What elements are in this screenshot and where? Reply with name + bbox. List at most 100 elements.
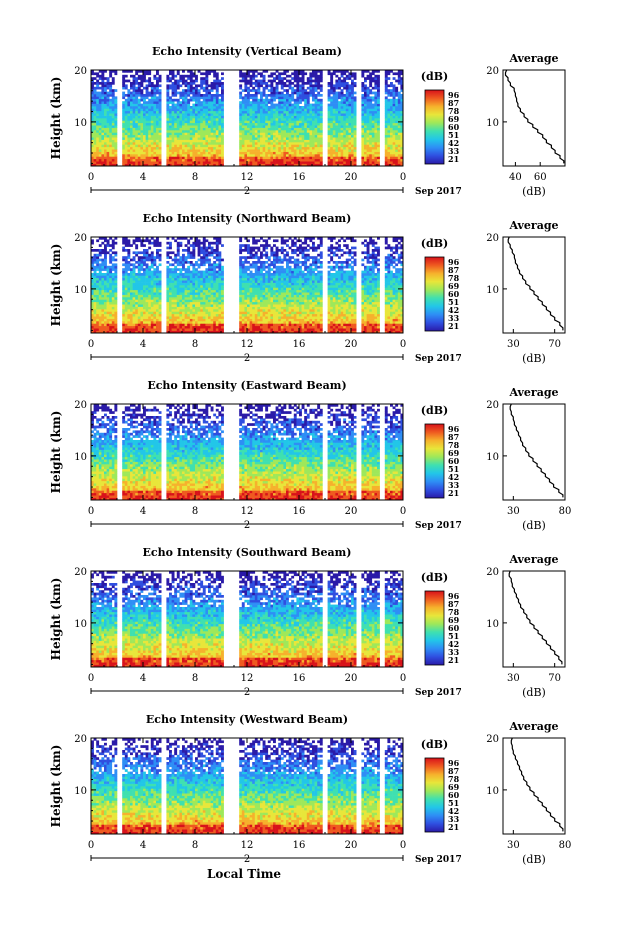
heatmap-cell <box>398 99 401 102</box>
heatmap-cell <box>208 311 211 314</box>
heatmap-cell <box>377 111 380 114</box>
heatmap-cell <box>395 92 398 95</box>
heatmap-cell <box>242 123 245 126</box>
heatmap-cell <box>265 101 268 104</box>
heatmap-cell <box>307 111 310 114</box>
heatmap-cell <box>395 94 398 97</box>
heatmap-cell <box>320 106 323 109</box>
heatmap-cell <box>138 128 141 131</box>
heatmap-cell <box>242 147 245 150</box>
heatmap-cell <box>330 144 333 147</box>
heatmap-cell <box>182 108 185 111</box>
heatmap-cell <box>330 132 333 135</box>
heatmap-cell <box>146 108 149 111</box>
heatmap-cell <box>364 116 367 119</box>
heatmap-cell <box>398 72 401 75</box>
heatmap-cell <box>114 140 117 143</box>
heatmap-cell <box>278 328 281 331</box>
heatmap-cell <box>361 94 364 97</box>
heatmap-cell <box>343 108 346 111</box>
heatmap-cell <box>192 149 195 152</box>
heatmap-cell <box>140 82 143 85</box>
heatmap-cell <box>302 323 305 326</box>
heatmap-cell <box>291 92 294 95</box>
heatmap-cell <box>218 321 221 324</box>
heatmap-cell <box>333 147 336 150</box>
heatmap-cell <box>107 111 110 114</box>
heatmap-cell <box>289 307 292 310</box>
heatmap-cell <box>198 120 201 123</box>
heatmap-cell <box>257 80 260 83</box>
heatmap-cell <box>393 113 396 116</box>
heatmap-cell <box>133 314 136 317</box>
heatmap-cell <box>166 96 169 99</box>
heatmap-cell <box>174 152 177 155</box>
heatmap-cell <box>169 161 172 164</box>
heatmap-cell <box>385 89 388 92</box>
heatmap-cell <box>198 113 201 116</box>
heatmap-cell <box>112 99 115 102</box>
heatmap-cell <box>182 328 185 331</box>
heatmap-cell <box>133 137 136 140</box>
heatmap-cell <box>328 123 331 126</box>
heatmap-cell <box>330 113 333 116</box>
heatmap-cell <box>221 118 224 121</box>
heatmap-cell <box>372 161 375 164</box>
heatmap-cell <box>177 99 180 102</box>
heatmap-cell <box>294 108 297 111</box>
heatmap-cell <box>278 152 281 155</box>
heatmap-cell <box>369 142 372 145</box>
heatmap-cell <box>312 135 315 138</box>
heatmap-cell <box>96 147 99 150</box>
heatmap-cell <box>263 309 266 312</box>
heatmap-cell <box>278 142 281 145</box>
heatmap-cell <box>304 140 307 143</box>
heatmap-cell <box>133 132 136 135</box>
heatmap-cell <box>213 156 216 159</box>
heatmap-cell <box>99 77 102 80</box>
heatmap-cell <box>252 116 255 119</box>
heatmap-cell <box>335 323 338 326</box>
heatmap-cell <box>257 111 260 114</box>
heatmap-cell <box>299 120 302 123</box>
heatmap-cell <box>299 319 302 322</box>
heatmap-cell <box>96 128 99 131</box>
heatmap-cell <box>317 113 320 116</box>
heatmap-cell <box>177 125 180 128</box>
heatmap-cell <box>270 108 273 111</box>
heatmap-cell <box>166 118 169 121</box>
heatmap-cell <box>174 307 177 310</box>
heatmap-cell <box>252 72 255 75</box>
heatmap-cell <box>377 132 380 135</box>
heatmap-cell <box>299 118 302 121</box>
heatmap-cell <box>166 156 169 159</box>
heatmap-cell <box>109 75 112 78</box>
heatmap-cell <box>169 309 172 312</box>
heatmap-cell <box>208 152 211 155</box>
heatmap-cell <box>122 96 125 99</box>
heatmap-cell <box>385 87 388 90</box>
heatmap-cell <box>195 147 198 150</box>
heatmap-cell <box>159 137 162 140</box>
heatmap-cell <box>348 108 351 111</box>
heatmap-cell <box>348 156 351 159</box>
y-tick-label: 10 <box>74 118 87 129</box>
heatmap-cell <box>278 307 281 310</box>
heatmap-cell <box>242 72 245 75</box>
heatmap-cell <box>107 101 110 104</box>
heatmap-cell <box>203 132 206 135</box>
heatmap-cell <box>195 135 198 138</box>
heatmap-cell <box>216 99 219 102</box>
heatmap-cell <box>185 94 188 97</box>
heatmap-cell <box>281 77 284 80</box>
heatmap-cell <box>216 128 219 131</box>
heatmap-cell <box>250 137 253 140</box>
heatmap-cell <box>101 323 104 326</box>
heatmap-cell <box>221 135 224 138</box>
heatmap-cell <box>107 144 110 147</box>
heatmap-cell <box>307 309 310 312</box>
heatmap-cell <box>239 142 242 145</box>
heatmap-cell <box>252 159 255 162</box>
heatmap-cell <box>140 120 143 123</box>
heatmap-cell <box>190 96 193 99</box>
